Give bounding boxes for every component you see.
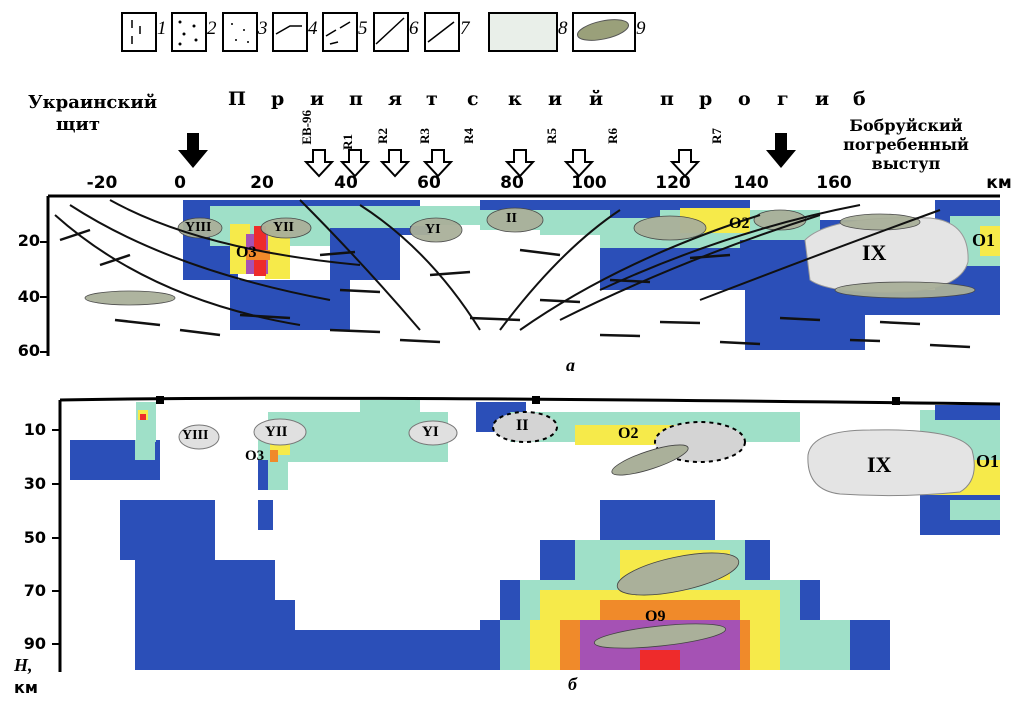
ukrainian-shield-line1: Украинский — [28, 92, 158, 113]
bottom-y-tick-10: 10 — [23, 420, 46, 439]
ukrainian-shield-line2: щит — [56, 114, 100, 135]
x-tick-120: 120 — [655, 173, 691, 193]
legend-num-8: 8 — [558, 18, 568, 39]
legend-num-6: 6 — [409, 18, 419, 39]
top-body-yiii: YIII — [185, 220, 212, 235]
arrow-ukrainian-shield — [178, 133, 208, 168]
x-tick-80: 80 — [500, 173, 524, 193]
x-tick-40: 40 — [334, 173, 358, 193]
bottom-body-yi: YI — [422, 424, 439, 440]
trough-letter-15: и — [815, 88, 830, 110]
legend-box-8 — [488, 12, 558, 52]
trough-letter-14: г — [777, 88, 789, 110]
top-anomaly-o3: O3 — [236, 244, 257, 261]
trough-letter-4: п — [349, 88, 363, 110]
top-body-ix: IX — [862, 240, 887, 265]
legend-box-1 — [121, 12, 157, 52]
x-tick-100: 100 — [571, 173, 607, 193]
trough-letter-6: т — [426, 88, 438, 110]
top-anomaly-o2: O2 — [729, 215, 750, 232]
top-body-ii: II — [506, 211, 517, 226]
top-panel-letter: а — [566, 355, 575, 375]
bottom-panel-letter: б — [568, 674, 577, 694]
trough-letter-9: и — [548, 88, 563, 110]
legend-num-3: 3 — [258, 18, 268, 39]
trough-letter-7: с — [467, 88, 479, 110]
bottom-body-ix: IX — [867, 452, 892, 477]
bobruisk-line2: погребенный — [843, 135, 969, 154]
bottom-body-ii: II — [516, 417, 529, 434]
trough-letter-10: й — [589, 88, 604, 110]
bobruisk-label: Бобруйский погребенный выступ — [836, 116, 976, 173]
bobruisk-line1: Бобруйский — [849, 116, 963, 135]
legend-num-4: 4 — [308, 18, 318, 39]
bottom-y-tick-30: 30 — [23, 474, 46, 493]
bottom-anomaly-o2: O2 — [618, 425, 639, 442]
top-y-tick-20: 20 — [17, 231, 40, 250]
arrow-bobruisk — [766, 133, 796, 168]
x-tick-60: 60 — [417, 173, 441, 193]
bottom-y-axis-label-km: км — [14, 678, 38, 697]
trough-letter-3: и — [310, 88, 325, 110]
legend-box-3 — [222, 12, 258, 52]
legend-box-5 — [322, 12, 358, 52]
x-tick-140: 140 — [733, 173, 769, 193]
legend-box-2 — [171, 12, 207, 52]
bottom-anomaly-o1: O1 — [976, 451, 1000, 471]
trough-letter-12: р — [699, 88, 713, 110]
bottom-y-axis-label-h: H, — [14, 655, 33, 675]
top-anomaly-o1: O1 — [972, 230, 996, 250]
legend-num-9: 9 — [636, 18, 646, 39]
legend-num-5: 5 — [358, 18, 368, 39]
x-unit-km: км — [986, 173, 1012, 193]
legend-num-2: 2 — [207, 18, 217, 39]
top-y-tick-60: 60 — [17, 341, 40, 360]
bottom-anomaly-o9: O9 — [645, 608, 666, 625]
trough-letter-8: к — [508, 88, 522, 110]
x-tick-20: 20 — [250, 173, 274, 193]
trough-letter-1: П — [228, 88, 246, 110]
bottom-y-tick-50: 50 — [23, 528, 46, 547]
trough-letter-2: р — [271, 88, 285, 110]
x-tick-0: 0 — [174, 173, 186, 193]
bobruisk-line3: выступ — [871, 154, 941, 173]
x-tick-160: 160 — [816, 173, 852, 193]
bottom-y-tick-90: 90 — [23, 634, 46, 653]
bottom-y-tick-70: 70 — [23, 581, 46, 600]
x-tick-m20: -20 — [86, 173, 118, 193]
top-body-yii: YII — [273, 220, 295, 235]
bottom-body-yiii: YIII — [182, 428, 209, 443]
top-y-tick-40: 40 — [17, 287, 40, 306]
ukrainian-shield-label: Украинский щит — [28, 92, 157, 136]
legend-num-7: 7 — [460, 18, 470, 39]
bottom-top-surface — [59, 396, 1001, 406]
trough-letter-11: п — [660, 88, 674, 110]
trough-letter-16: б — [853, 88, 866, 110]
top-body-yi: YI — [425, 222, 441, 237]
legend-num-1: 1 — [157, 18, 167, 39]
trough-letter-5: я — [388, 88, 403, 110]
bottom-body-yii: YII — [265, 424, 288, 440]
bottom-anomaly-o3: O3 — [245, 448, 265, 464]
trough-letter-13: о — [738, 88, 751, 110]
